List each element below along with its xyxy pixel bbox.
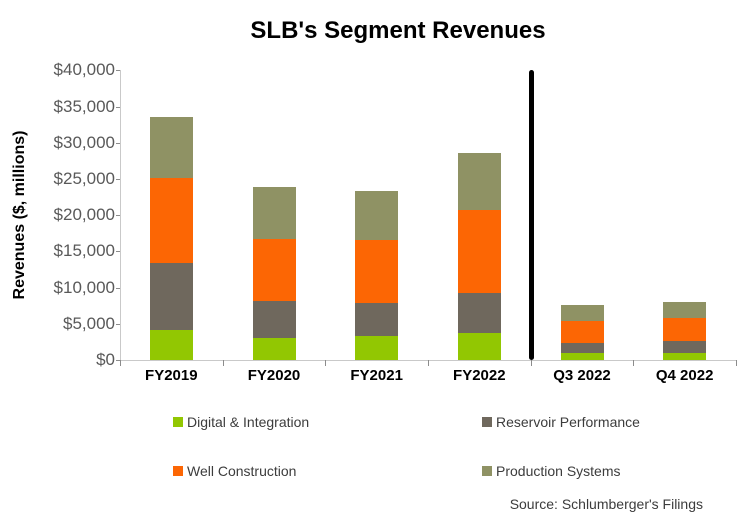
category-label: Q4 2022 xyxy=(655,367,714,384)
y-tick xyxy=(116,70,120,72)
y-tick-label: $15,000 xyxy=(53,241,115,261)
bar-segment xyxy=(149,177,193,264)
y-tick xyxy=(116,106,120,108)
y-tick-label: $30,000 xyxy=(53,132,115,152)
y-tick-label: $0 xyxy=(96,350,115,369)
y-tick-label: $5,000 xyxy=(63,313,115,333)
x-tick xyxy=(633,360,635,366)
bar-segment xyxy=(457,210,501,293)
y-tick-label: $25,000 xyxy=(53,169,115,188)
bar-segment xyxy=(252,239,296,302)
source-note: Source: Schlumberger's Filings xyxy=(509,496,703,512)
category-label: FY2019 xyxy=(145,367,198,384)
bar-segment xyxy=(355,302,399,337)
y-tick-label: $35,000 xyxy=(53,96,115,116)
y-tick xyxy=(116,215,120,217)
chart-title: SLB's Segment Revenues xyxy=(250,17,546,44)
x-tick xyxy=(736,360,737,366)
legend-item-production-systems: Production Systems xyxy=(482,462,621,480)
bar-segment xyxy=(560,342,604,354)
bar-segment xyxy=(663,352,707,360)
bar-segment xyxy=(560,305,604,321)
legend-swatch-reservoir-performance xyxy=(482,417,492,427)
y-tick xyxy=(116,287,120,289)
y-tick-label: $40,000 xyxy=(53,60,115,80)
bar-segment xyxy=(252,337,296,360)
legend-label-well-construction: Well Construction xyxy=(187,463,297,479)
bar-segment xyxy=(252,301,296,338)
bar-segment xyxy=(457,153,501,211)
bar-segment xyxy=(663,341,707,353)
bar-segment xyxy=(355,336,399,360)
bar-segment xyxy=(560,320,604,343)
y-tick xyxy=(116,142,120,144)
legend-label-digital-integration: Digital & Integration xyxy=(187,414,310,430)
legend-label-production-systems: Production Systems xyxy=(496,463,621,479)
bar-segment xyxy=(252,187,296,240)
bar-segment xyxy=(457,333,501,360)
y-axis-line xyxy=(120,70,121,360)
bar-segment xyxy=(560,353,604,360)
x-tick xyxy=(120,360,121,366)
y-tick-label: $10,000 xyxy=(53,277,115,297)
y-tick xyxy=(116,251,120,253)
legend-item-well-construction: Well Construction xyxy=(173,462,296,480)
y-tick xyxy=(116,323,120,325)
divider-line xyxy=(528,70,534,360)
bar-segment xyxy=(663,318,707,342)
bar-segment xyxy=(663,302,707,319)
bar-segment xyxy=(355,239,399,303)
y-tick-label: $20,000 xyxy=(53,205,115,225)
x-tick xyxy=(222,360,224,366)
legend-label-reservoir-performance: Reservoir Performance xyxy=(496,414,640,430)
bar-segment xyxy=(149,116,193,178)
category-label: FY2021 xyxy=(350,367,403,384)
bar-segment xyxy=(149,330,193,360)
legend-swatch-well-construction xyxy=(173,466,183,476)
legend-swatch-production-systems xyxy=(482,466,492,476)
bar-segment xyxy=(149,263,193,331)
y-tick xyxy=(116,360,120,361)
bar-segment xyxy=(355,191,399,240)
bar-segment xyxy=(457,292,501,334)
legend-swatch-digital-integration xyxy=(173,417,183,427)
x-tick xyxy=(530,360,532,366)
y-tick xyxy=(116,179,120,180)
legend-item-reservoir-performance: Reservoir Performance xyxy=(482,413,640,431)
x-tick xyxy=(325,360,327,366)
category-label: FY2020 xyxy=(247,367,301,384)
category-label: Q3 2022 xyxy=(553,367,611,384)
x-tick xyxy=(428,360,429,366)
legend-item-digital-integration: Digital & Integration xyxy=(173,413,309,431)
category-label: FY2022 xyxy=(453,367,506,384)
